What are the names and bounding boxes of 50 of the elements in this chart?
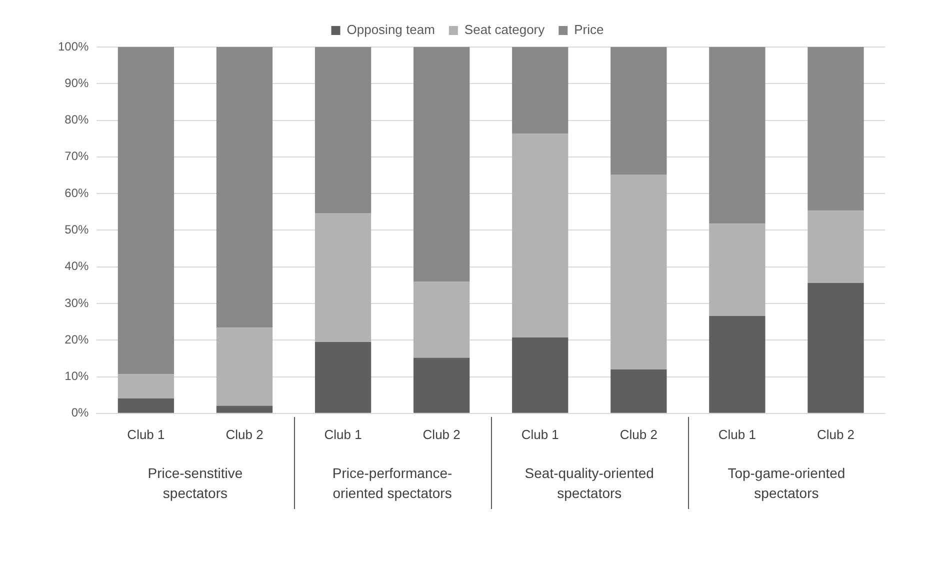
y-tick-label: 20% bbox=[64, 332, 90, 346]
x-tick-label: Club 1 bbox=[324, 426, 362, 442]
x-tick-label: Club 1 bbox=[718, 426, 756, 442]
bar bbox=[216, 328, 273, 406]
text: Top-game-oriented spectators bbox=[726, 464, 846, 504]
bar bbox=[118, 47, 174, 374]
legend-label: Price bbox=[574, 22, 604, 38]
y-tick-label: 50% bbox=[64, 222, 90, 237]
x-tick-label: Club 1 bbox=[521, 426, 559, 442]
x-tick-label: Club 2 bbox=[620, 426, 658, 442]
bar bbox=[216, 406, 273, 413]
legend-label: Opposing team bbox=[346, 22, 435, 38]
bar bbox=[413, 47, 470, 282]
y-tick-label: 90% bbox=[64, 76, 90, 90]
bar bbox=[512, 133, 568, 338]
bar bbox=[808, 47, 864, 211]
x-tick-label: Club 1 bbox=[127, 426, 165, 442]
bar bbox=[512, 338, 568, 413]
bar bbox=[709, 47, 766, 224]
bar bbox=[118, 374, 174, 398]
bar bbox=[610, 174, 667, 370]
text: Price-performance-oriented spectators bbox=[331, 464, 454, 504]
y-tick-label: 30% bbox=[64, 296, 90, 310]
bar bbox=[709, 316, 766, 413]
bar bbox=[512, 47, 568, 134]
bar bbox=[314, 213, 372, 342]
x-tick-label: Club 2 bbox=[422, 426, 460, 442]
bar bbox=[808, 282, 864, 413]
bar bbox=[314, 47, 372, 214]
y-tick-label: 60% bbox=[64, 186, 90, 200]
bar bbox=[610, 47, 667, 175]
x-tick-label: Club 2 bbox=[816, 426, 855, 442]
y-tick-label: 0% bbox=[71, 406, 90, 420]
bar bbox=[118, 398, 174, 413]
y-tick-label: 100% bbox=[58, 39, 90, 54]
bar bbox=[709, 224, 766, 316]
bar bbox=[413, 358, 470, 413]
bar bbox=[808, 210, 864, 283]
bar bbox=[413, 281, 470, 358]
bar bbox=[216, 47, 273, 328]
text: Price-senstitive spectators bbox=[146, 464, 244, 504]
y-tick-label: 40% bbox=[64, 259, 90, 274]
bar bbox=[314, 342, 372, 413]
legend-label: Seat category bbox=[464, 22, 546, 38]
x-tick-label: Club 2 bbox=[226, 426, 264, 442]
y-tick-label: 80% bbox=[64, 112, 90, 127]
y-tick-label: 10% bbox=[64, 369, 90, 384]
bar bbox=[610, 369, 667, 413]
y-tick-label: 70% bbox=[64, 149, 90, 164]
text: Seat-quality-oriented spectators bbox=[524, 464, 655, 504]
